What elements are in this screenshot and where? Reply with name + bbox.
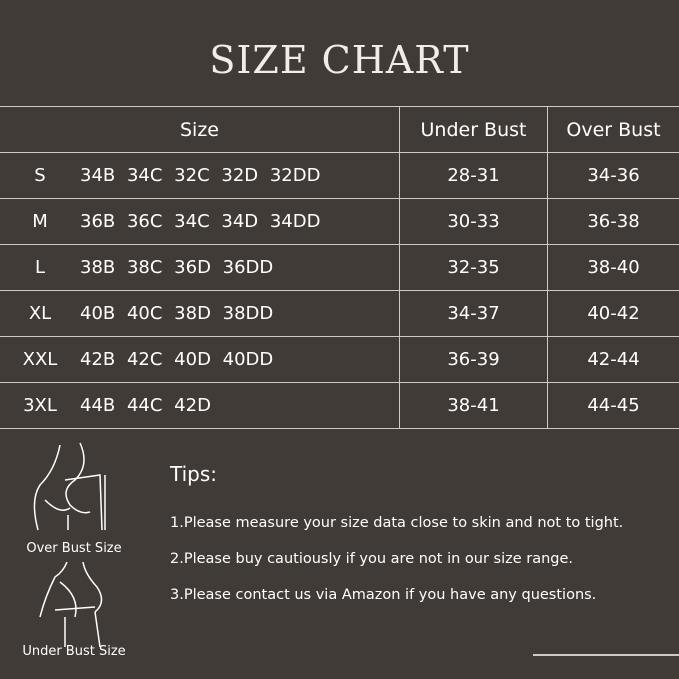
under-bust-cell: 34-37 <box>399 290 548 337</box>
table-row: XXL 42B 42C 40D 40DD 36-39 42-44 <box>0 336 679 383</box>
tip-1: 1.Please measure your size data close to… <box>170 515 624 531</box>
over-bust-cell: 40-42 <box>547 290 679 337</box>
table-row: XL 40B 40C 38D 38DD 34-37 40-42 <box>0 290 679 337</box>
under-bust-cell: 38-41 <box>399 382 548 429</box>
under-bust-cell: 36-39 <box>399 336 548 383</box>
over-bust-cell: 36-38 <box>547 198 679 245</box>
under-bust-cell: 30-33 <box>399 198 548 245</box>
size-cell: XXL 42B 42C 40D 40DD <box>0 336 400 383</box>
page-title: SIZE CHART <box>209 38 470 82</box>
over-bust-cell: 44-45 <box>547 382 679 429</box>
size-table: Size Under Bust Over Bust S 34B 34C 32C 3… <box>0 106 679 429</box>
header-over-bust: Over Bust <box>547 106 679 153</box>
size-label: 3XL <box>23 395 57 416</box>
table-row: L 38B 38C 36D 36DD 32-35 38-40 <box>0 244 679 291</box>
over-bust-cell: 42-44 <box>547 336 679 383</box>
table-row: 3XL 44B 44C 42D 38-41 44-45 <box>0 382 679 429</box>
table-header: Size Under Bust Over Bust <box>0 106 679 153</box>
size-label: XXL <box>22 349 58 370</box>
over-bust-cell: 34-36 <box>547 152 679 199</box>
under-bust-label: Under Bust Size <box>22 644 126 659</box>
cup-sizes: 40B 40C 38D 38DD <box>80 303 274 324</box>
cup-sizes: 38B 38C 36D 36DD <box>80 257 274 278</box>
under-bust-cell: 28-31 <box>399 152 548 199</box>
size-cell: M 36B 36C 34C 34D 34DD <box>0 198 400 245</box>
size-label: L <box>34 257 46 278</box>
tips-title: Tips: <box>170 462 218 486</box>
cup-sizes: 42B 42C 40D 40DD <box>80 349 274 370</box>
tip-2: 2.Please buy cautiously if you are not i… <box>170 551 574 567</box>
size-cell: 3XL 44B 44C 42D <box>0 382 400 429</box>
header-under-bust: Under Bust <box>399 106 548 153</box>
under-bust-figure-icon <box>39 562 103 647</box>
tip-3: 3.Please contact us via Amazon if you ha… <box>170 587 597 603</box>
over-bust-label: Over Bust Size <box>26 541 122 556</box>
header-size: Size <box>0 106 400 153</box>
under-bust-cell: 32-35 <box>399 244 548 291</box>
divider <box>533 654 679 656</box>
cup-sizes: 44B 44C 42D <box>80 395 211 416</box>
cup-sizes: 36B 36C 34C 34D 34DD <box>80 211 321 232</box>
over-bust-cell: 38-40 <box>547 244 679 291</box>
size-label: M <box>32 211 48 232</box>
size-label: S <box>34 165 46 186</box>
cup-sizes: 34B 34C 32C 32D 32DD <box>80 165 321 186</box>
size-cell: S 34B 34C 32C 32D 32DD <box>0 152 400 199</box>
table-row: M 36B 36C 34C 34D 34DD 30-33 36-38 <box>0 198 679 245</box>
size-cell: L 38B 38C 36D 36DD <box>0 244 400 291</box>
size-cell: XL 40B 40C 38D 38DD <box>0 290 400 337</box>
size-label: XL <box>28 303 52 324</box>
table-row: S 34B 34C 32C 32D 32DD 28-31 34-36 <box>0 152 679 199</box>
over-bust-figure-icon <box>33 442 106 531</box>
